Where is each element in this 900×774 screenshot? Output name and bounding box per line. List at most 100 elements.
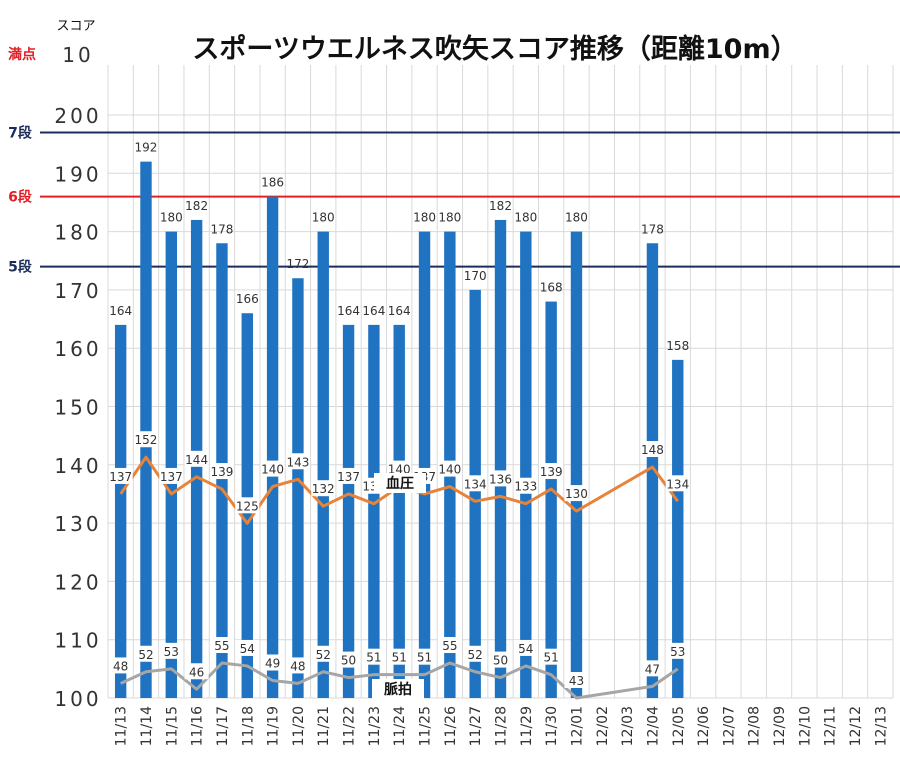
blood-pressure-data-label: 139	[540, 465, 563, 479]
pulse-label-bg	[159, 642, 184, 659]
pulse-data-label: 52	[468, 648, 483, 662]
y-tick-label: 130	[54, 512, 101, 536]
x-tick-label: 12/02	[595, 706, 611, 746]
pulse-data-label: 51	[417, 651, 432, 665]
score-bar	[520, 231, 532, 698]
axes: 100 110 120 130 140 150 160 170 180 190 200 11/13 11…	[54, 104, 889, 746]
blood-pressure-label-bg	[640, 441, 665, 458]
score-data-label: 168	[540, 281, 563, 295]
pulse-tag: 脈拍	[384, 681, 412, 698]
pulse-data-label: 52	[138, 648, 153, 662]
blood-pressure-label-bg	[159, 467, 184, 484]
score-data-label: 180	[565, 211, 588, 225]
score-data-label: 172	[286, 257, 309, 271]
pulse-label-bg	[336, 651, 361, 668]
pulse-label-bg	[412, 648, 437, 665]
pulse-tag-bg	[372, 679, 424, 699]
score-data-label: 164	[109, 304, 132, 318]
blood-pressure-data-label: 134	[666, 477, 689, 491]
score-data-label: 178	[210, 222, 233, 236]
chart-title: スポーツウエルネス吹矢スコア推移（距離10m）	[192, 33, 797, 65]
blood-pressure-data-label: 137	[160, 470, 183, 484]
y-tick-label: 120	[54, 570, 101, 594]
pulse-data-label: 48	[290, 659, 305, 673]
score-data-label: 164	[388, 304, 411, 318]
x-tick-label: 12/10	[797, 706, 813, 746]
score-data-label: 164	[362, 304, 385, 318]
y-tick-label: 100	[54, 687, 101, 711]
x-tick-label: 11/25	[418, 706, 434, 746]
score-data-label: 182	[489, 199, 512, 213]
score-bar	[393, 324, 405, 698]
pulse-data-label: 53	[164, 645, 179, 659]
score-data-label: 180	[438, 211, 461, 225]
x-tick-label: 11/18	[240, 706, 256, 746]
score-data-label: 178	[641, 222, 664, 236]
score-bar	[165, 231, 178, 698]
x-tick-label: 11/30	[544, 706, 560, 746]
x-tick-label: 12/09	[772, 706, 788, 746]
score-bar	[672, 359, 684, 698]
blood-pressure-label-bg	[513, 477, 538, 494]
pulse-data-label: 51	[366, 651, 381, 665]
blood-pressure-data-label: 125	[236, 499, 259, 513]
blood-pressure-data-label: 136	[489, 472, 512, 486]
blood-pressure-data-label: 137	[109, 470, 132, 484]
max-score-label: 満点	[8, 46, 36, 63]
score-data-label: 170	[464, 269, 487, 283]
x-tick-label: 11/28	[494, 706, 510, 746]
pulse-data-label: 43	[569, 674, 584, 688]
score-data-label: 192	[135, 141, 158, 155]
blood-pressure-label-bg	[488, 470, 513, 487]
x-tick-label: 11/27	[468, 706, 484, 746]
blood-pressure-data-label: 152	[135, 433, 158, 447]
pulse-label-bg	[285, 657, 310, 674]
pulse-label-bg	[437, 637, 462, 654]
pulse-label-bg	[260, 654, 285, 671]
blood-pressure-tag-bg	[374, 473, 426, 493]
blood-pressure-label-bg	[184, 450, 209, 467]
blood-pressure-data-label: 143	[286, 455, 309, 469]
y-tick-label: 170	[54, 279, 101, 303]
x-tick-label: 11/24	[392, 706, 408, 746]
blood-pressure-data-label: 144	[185, 453, 208, 467]
score-bar	[342, 324, 355, 698]
x-tick-label: 11/15	[164, 706, 180, 746]
bars	[114, 161, 684, 698]
pulse-line	[120, 661, 679, 700]
x-tick-label: 12/01	[569, 706, 585, 746]
score-bar	[469, 289, 481, 698]
pulse-label-bg	[640, 660, 665, 677]
x-tick-label: 12/06	[696, 706, 712, 746]
score-bar	[545, 301, 557, 698]
y-axis-label: スコア	[56, 19, 95, 34]
pulse-label-bg	[108, 657, 133, 674]
reference-line-label: 6段	[8, 189, 32, 206]
reference-line-label: 5段	[8, 259, 32, 276]
blood-pressure-data-label: 134	[464, 477, 487, 491]
score-data-label: 186	[261, 176, 284, 190]
x-tick-label: 12/11	[823, 706, 839, 746]
y-tick-label: 190	[54, 162, 101, 186]
score-bar	[140, 161, 152, 698]
x-tick-label: 12/12	[848, 706, 864, 746]
x-tick-label: 11/17	[215, 706, 231, 746]
pulse-label-bg	[311, 645, 336, 662]
score-bar	[368, 324, 380, 698]
pulse-data-label: 51	[544, 651, 559, 665]
y-tick-label: 150	[54, 396, 101, 420]
pulse-label-bg	[463, 645, 488, 662]
blood-pressure-label-bg	[665, 475, 690, 492]
score-bar	[317, 231, 329, 698]
pulse-label-bg	[133, 645, 158, 662]
x-tick-label: 11/26	[443, 706, 459, 746]
score-bar	[292, 278, 304, 698]
blood-pressure-label-bg	[235, 497, 260, 514]
pulse-label-bg	[184, 663, 209, 680]
pulse-label-bg	[387, 648, 412, 665]
x-tick-label: 11/13	[114, 706, 130, 746]
y-tick-label: 140	[54, 454, 101, 478]
pulse-data-label: 50	[341, 654, 356, 668]
blood-pressure-data-label: 132	[312, 482, 335, 496]
